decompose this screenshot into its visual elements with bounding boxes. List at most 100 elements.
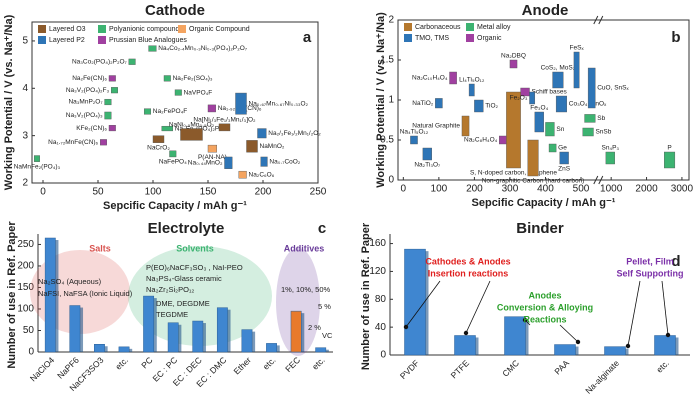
legend-swatch bbox=[38, 25, 46, 33]
material-range bbox=[461, 115, 470, 137]
annotation: Self Supporting bbox=[617, 268, 684, 278]
material-range bbox=[559, 151, 569, 165]
y-tick-label: 250 bbox=[17, 239, 34, 250]
material-label: Sn₄P₃ bbox=[601, 145, 619, 152]
material-range bbox=[584, 114, 596, 123]
material-range bbox=[449, 71, 457, 85]
panel-letter: a bbox=[303, 29, 312, 46]
material-range bbox=[108, 75, 116, 82]
panel-title: Anode bbox=[522, 2, 569, 19]
y-tick-label: 100 bbox=[17, 304, 34, 315]
material-range bbox=[235, 92, 247, 115]
legend-label: Organic Compound bbox=[189, 26, 250, 33]
bar bbox=[94, 344, 105, 353]
bar bbox=[404, 248, 426, 356]
material-range bbox=[99, 139, 107, 146]
material-label: Sn bbox=[556, 126, 564, 133]
bar-shade bbox=[55, 240, 59, 352]
y-tick-label: 50 bbox=[23, 325, 35, 336]
legend-label: Metal alloy bbox=[477, 24, 511, 31]
material-range bbox=[246, 140, 258, 153]
x-tick-label: 500 bbox=[573, 184, 590, 195]
y-tick-label: 0 bbox=[28, 347, 34, 358]
bar bbox=[290, 310, 302, 353]
bar-shade bbox=[104, 346, 108, 352]
material-label: CuO, SnSₓ bbox=[597, 85, 629, 92]
y-axis-title: Working Potential / V (vs. Na⁺/Na) bbox=[3, 14, 15, 190]
material-label: NaTiO₂ bbox=[412, 100, 434, 107]
bar-shade bbox=[80, 307, 84, 352]
y-tick-label: 5 bbox=[22, 36, 28, 47]
x-tick-label: etc. bbox=[310, 355, 327, 372]
y-tick-label: 4 bbox=[22, 83, 28, 94]
material-label: Na₀.₄₄MnO₂ bbox=[188, 160, 223, 167]
panel-title: Electrolyte bbox=[148, 220, 225, 237]
leader-dot bbox=[625, 343, 631, 349]
plot-frame bbox=[31, 21, 319, 184]
material-label: Na₃V₂(PO₄)₂F₃ bbox=[66, 87, 110, 94]
annotation: Conversion & Alloying bbox=[497, 302, 593, 312]
material-range bbox=[605, 151, 615, 165]
material-label: Na₄Co₂.₄Mn₀.₃Ni₀.₃(PO₄)₂P₂O₇ bbox=[158, 45, 247, 52]
legend-label: Layered O3 bbox=[49, 26, 86, 33]
bar bbox=[604, 346, 626, 356]
legend-swatch bbox=[38, 36, 46, 44]
legend-label: Carbonaceous bbox=[415, 24, 461, 31]
x-tick-label: etc. bbox=[113, 355, 130, 372]
bar-shade bbox=[153, 298, 157, 352]
x-tick-label: etc. bbox=[654, 358, 671, 375]
annotation: Insertion reactions bbox=[428, 268, 509, 278]
legend-label: TMO, TMS bbox=[415, 35, 449, 42]
y-tick-label: 150 bbox=[17, 282, 34, 293]
leader-dot bbox=[463, 330, 469, 336]
material-range bbox=[207, 104, 216, 113]
material-label: Na₂/₃Fe₁/₂Mn₁/₂O₂ bbox=[268, 130, 321, 137]
material-range bbox=[555, 95, 568, 113]
material-label: Na₂Fe(CN)₆ bbox=[72, 75, 107, 82]
bar-shade bbox=[178, 324, 182, 352]
material-range bbox=[104, 111, 112, 120]
bar bbox=[118, 346, 130, 353]
material-range bbox=[238, 170, 247, 179]
y-tick-label: 200 bbox=[17, 261, 34, 272]
material-range bbox=[410, 135, 418, 145]
material-label: Non-graphitic Carbon (hard carbon) bbox=[482, 178, 585, 185]
group-label: Solvents bbox=[176, 243, 214, 253]
legend-swatch bbox=[98, 36, 106, 44]
material-label: SnSb bbox=[595, 129, 611, 136]
panel-letter: b bbox=[671, 29, 680, 46]
material-range bbox=[582, 127, 594, 137]
group-region bbox=[276, 248, 320, 356]
leader-line bbox=[661, 280, 669, 336]
bar-shade bbox=[325, 349, 329, 352]
annotation: Na₂SO₄ (Aqueous) bbox=[38, 277, 102, 286]
material-range bbox=[143, 108, 151, 115]
material-range bbox=[529, 91, 536, 105]
leader-line bbox=[465, 280, 491, 334]
bar bbox=[69, 305, 81, 353]
material-label: CoS₂, MoS₂ bbox=[541, 65, 576, 72]
material-range bbox=[104, 98, 112, 106]
leader-dot bbox=[403, 324, 409, 330]
y-tick-label: 0 bbox=[380, 350, 386, 361]
y-tick-label: 80 bbox=[375, 294, 387, 305]
x-tick-label: PAA bbox=[552, 358, 571, 377]
bar bbox=[266, 343, 277, 353]
x-tick-label: 200 bbox=[255, 187, 272, 198]
x-tick-label: 50 bbox=[92, 187, 104, 198]
bar-shade bbox=[227, 309, 231, 352]
y-tick-label: 40 bbox=[375, 322, 387, 333]
bar bbox=[504, 316, 526, 356]
material-label: Ge bbox=[558, 145, 567, 152]
annotation: Na₃PS₄-Glass ceramic bbox=[146, 274, 222, 283]
y-tick-label: 3 bbox=[22, 130, 28, 141]
bar bbox=[654, 335, 676, 356]
material-label: Na[Ni₁/₃Fe₁/₃Mn₁/₃]O₂ bbox=[193, 117, 256, 124]
material-label: Na₂DBQ bbox=[501, 53, 526, 60]
group-label: Salts bbox=[89, 243, 111, 253]
material-label: FeSₓ bbox=[570, 45, 585, 52]
x-tick-label: 0 bbox=[401, 184, 407, 195]
leader-dot bbox=[575, 339, 581, 345]
group-region bbox=[128, 246, 272, 346]
material-label: Schiff bases bbox=[531, 89, 567, 96]
